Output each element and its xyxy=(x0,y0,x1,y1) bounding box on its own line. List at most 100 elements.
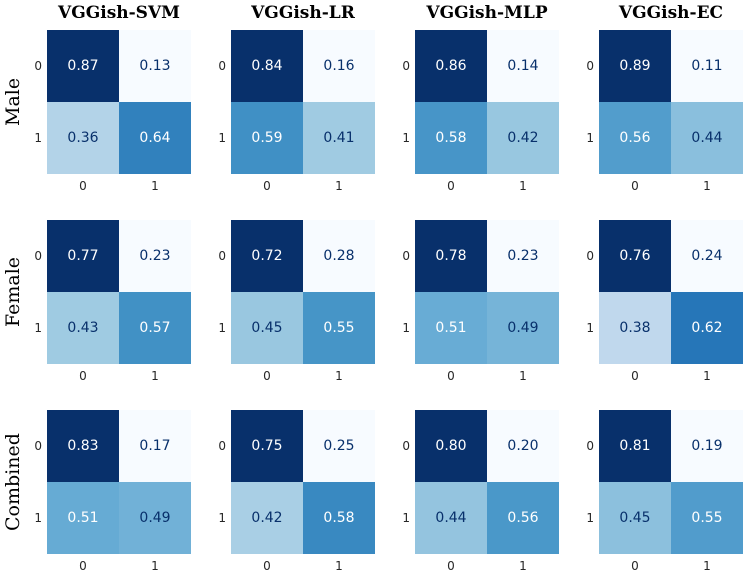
y-tick-label: 1 xyxy=(34,131,42,145)
heatmap-cell: 0.77 xyxy=(47,220,119,292)
y-axis-ticks: 0 1 xyxy=(585,220,599,364)
x-tick-label: 0 xyxy=(263,369,271,383)
y-tick-label: 0 xyxy=(586,59,594,73)
y-axis-ticks: 0 1 xyxy=(401,410,415,554)
heatmap-cell: 0.44 xyxy=(671,102,743,174)
y-tick-label: 0 xyxy=(402,249,410,263)
heatmap-cell: 0.45 xyxy=(599,482,671,554)
heatmap-cell: 0.72 xyxy=(231,220,303,292)
x-tick-label: 0 xyxy=(79,559,87,573)
heatmap-cell: 0.43 xyxy=(47,292,119,364)
y-tick-label: 1 xyxy=(586,321,594,335)
y-axis-ticks: 0 1 xyxy=(401,30,415,174)
y-axis-ticks: 0 1 xyxy=(217,220,231,364)
y-tick-label: 0 xyxy=(402,59,410,73)
x-tick-label: 0 xyxy=(631,179,639,193)
heatmap-cell: 0.75 xyxy=(231,410,303,482)
y-tick-label: 0 xyxy=(218,439,226,453)
y-tick-label: 1 xyxy=(402,511,410,525)
x-axis-ticks: 0 1 xyxy=(47,554,191,574)
column-title-vggish-svm: VGGish-SVM xyxy=(58,3,180,23)
y-tick-label: 1 xyxy=(218,131,226,145)
confusion-matrix-panel: 0 1 0.83 0.17 0.51 0.49 0 1 xyxy=(33,410,191,574)
column-titles: VGGish-SVM VGGish-LR VGGish-MLP VGGish-E… xyxy=(33,1,743,27)
y-tick-label: 1 xyxy=(34,321,42,335)
heatmap-cell: 0.13 xyxy=(119,30,191,102)
x-tick-label: 0 xyxy=(79,179,87,193)
y-axis-ticks: 0 1 xyxy=(401,220,415,364)
confusion-matrix-panel: 0 1 0.80 0.20 0.44 0.56 0 1 xyxy=(401,410,559,574)
x-axis-ticks: 0 1 xyxy=(415,554,559,574)
x-axis-ticks: 0 1 xyxy=(231,174,375,196)
y-axis-ticks: 0 1 xyxy=(217,410,231,554)
x-tick-label: 1 xyxy=(703,559,711,573)
x-tick-label: 1 xyxy=(519,179,527,193)
heatmap: 0.78 0.23 0.51 0.49 xyxy=(415,220,559,364)
y-tick-label: 1 xyxy=(34,511,42,525)
heatmap-cell: 0.51 xyxy=(415,292,487,364)
confusion-matrix-panel: 0 1 0.89 0.11 0.56 0.44 0 1 xyxy=(585,30,743,196)
heatmap: 0.77 0.23 0.43 0.57 xyxy=(47,220,191,364)
heatmap-cell: 0.59 xyxy=(231,102,303,174)
y-axis-ticks: 0 1 xyxy=(585,410,599,554)
heatmap-cell: 0.84 xyxy=(231,30,303,102)
heatmap-cell: 0.38 xyxy=(599,292,671,364)
heatmap-cell: 0.78 xyxy=(415,220,487,292)
row-label-female: Female xyxy=(2,256,24,328)
x-tick-label: 1 xyxy=(151,369,159,383)
heatmap-cell: 0.42 xyxy=(487,102,559,174)
x-tick-label: 0 xyxy=(631,559,639,573)
heatmap-cell: 0.45 xyxy=(231,292,303,364)
heatmap-cell: 0.36 xyxy=(47,102,119,174)
heatmap-cell: 0.14 xyxy=(487,30,559,102)
x-tick-label: 1 xyxy=(335,369,343,383)
y-axis-ticks: 0 1 xyxy=(217,30,231,174)
y-tick-label: 0 xyxy=(586,249,594,263)
heatmap-cell: 0.58 xyxy=(303,482,375,554)
confusion-matrix-panel: 0 1 0.78 0.23 0.51 0.49 0 1 xyxy=(401,220,559,386)
x-axis-ticks: 0 1 xyxy=(231,364,375,386)
heatmap-cell: 0.58 xyxy=(415,102,487,174)
y-tick-label: 0 xyxy=(402,439,410,453)
y-tick-label: 0 xyxy=(218,59,226,73)
x-axis-ticks: 0 1 xyxy=(599,174,743,196)
x-axis-ticks: 0 1 xyxy=(415,174,559,196)
matrix-grid: 0 1 0.87 0.13 0.36 0.64 0 1 0 1 0.84 0.1… xyxy=(33,30,743,574)
y-axis-ticks: 0 1 xyxy=(585,30,599,174)
x-tick-label: 0 xyxy=(631,369,639,383)
heatmap: 0.80 0.20 0.44 0.56 xyxy=(415,410,559,554)
row-label-combined: Combined xyxy=(2,433,24,531)
heatmap-cell: 0.57 xyxy=(119,292,191,364)
x-tick-label: 0 xyxy=(447,179,455,193)
y-tick-label: 1 xyxy=(402,321,410,335)
heatmap-cell: 0.83 xyxy=(47,410,119,482)
heatmap-cell: 0.49 xyxy=(487,292,559,364)
confusion-matrix-panel: 0 1 0.75 0.25 0.42 0.58 0 1 xyxy=(217,410,375,574)
heatmap-cell: 0.55 xyxy=(671,482,743,554)
confusion-matrix-panel: 0 1 0.72 0.28 0.45 0.55 0 1 xyxy=(217,220,375,386)
heatmap-cell: 0.86 xyxy=(415,30,487,102)
y-tick-label: 1 xyxy=(218,511,226,525)
heatmap-cell: 0.76 xyxy=(599,220,671,292)
y-tick-label: 1 xyxy=(218,321,226,335)
heatmap-cell: 0.62 xyxy=(671,292,743,364)
heatmap-cell: 0.42 xyxy=(231,482,303,554)
heatmap-cell: 0.11 xyxy=(671,30,743,102)
heatmap-cell: 0.80 xyxy=(415,410,487,482)
heatmap-cell: 0.55 xyxy=(303,292,375,364)
heatmap-cell: 0.28 xyxy=(303,220,375,292)
heatmap: 0.83 0.17 0.51 0.49 xyxy=(47,410,191,554)
heatmap: 0.87 0.13 0.36 0.64 xyxy=(47,30,191,174)
x-axis-ticks: 0 1 xyxy=(47,364,191,386)
x-axis-ticks: 0 1 xyxy=(415,364,559,386)
confusion-matrix-panel: 0 1 0.84 0.16 0.59 0.41 0 1 xyxy=(217,30,375,196)
heatmap: 0.75 0.25 0.42 0.58 xyxy=(231,410,375,554)
heatmap-cell: 0.64 xyxy=(119,102,191,174)
heatmap-cell: 0.23 xyxy=(119,220,191,292)
heatmap-cell: 0.41 xyxy=(303,102,375,174)
x-tick-label: 1 xyxy=(519,369,527,383)
heatmap-cell: 0.56 xyxy=(599,102,671,174)
y-tick-label: 0 xyxy=(34,249,42,263)
y-tick-label: 0 xyxy=(586,439,594,453)
